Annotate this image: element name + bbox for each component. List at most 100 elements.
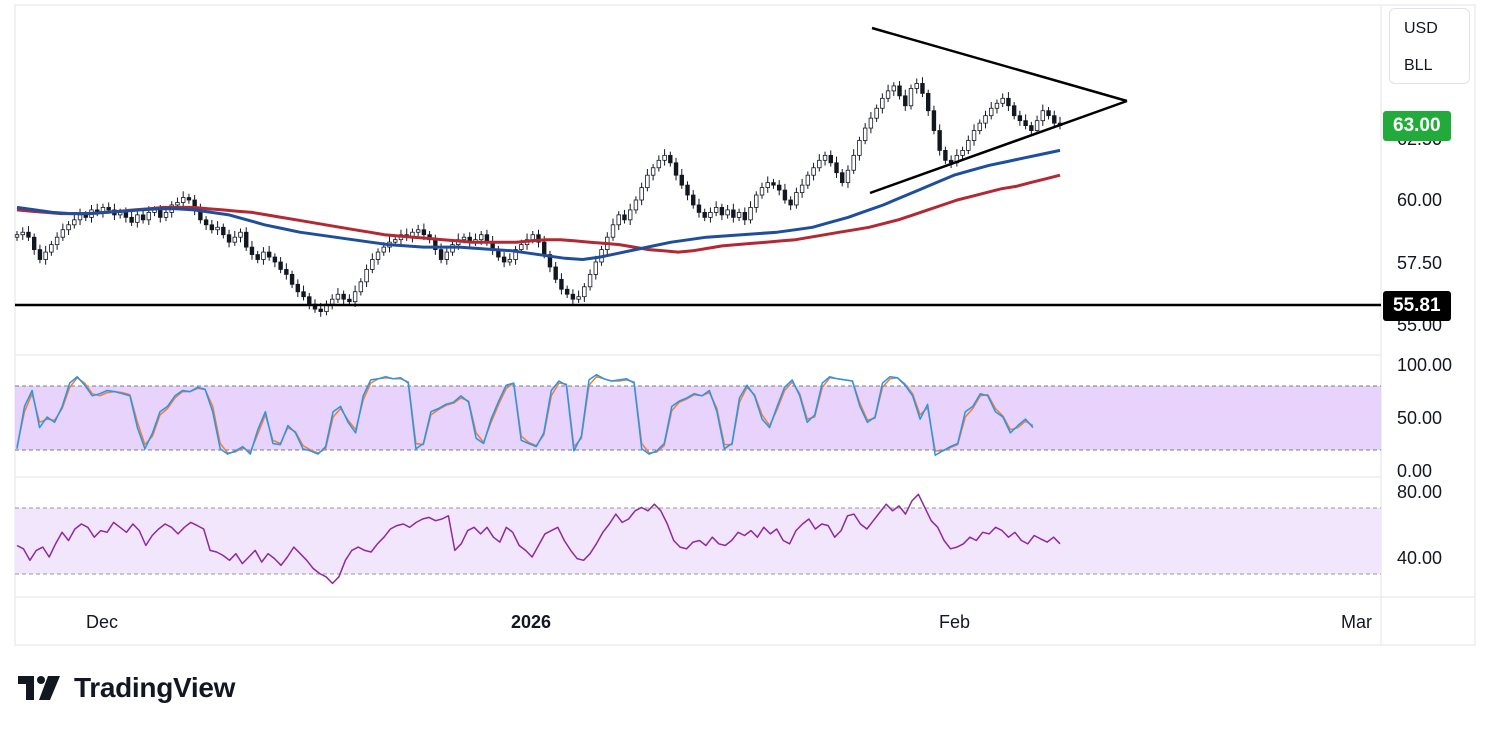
candle-body — [1023, 120, 1028, 126]
candle-body — [880, 97, 885, 109]
candle-body — [352, 291, 358, 303]
candle-body — [840, 172, 845, 184]
triangle-lower-line — [869, 99, 1128, 195]
candle-body — [364, 269, 369, 283]
candle-body — [799, 184, 805, 193]
candle-body — [685, 184, 690, 196]
candle-body — [650, 167, 656, 176]
candle-body — [318, 308, 323, 312]
candle-body — [375, 251, 381, 260]
candle-body — [542, 241, 547, 255]
candle-body — [146, 211, 152, 221]
symbol-badge[interactable]: USD BLL — [1389, 8, 1470, 84]
candle-body — [129, 216, 134, 223]
candle-body — [828, 154, 833, 164]
tradingview-logo-icon — [18, 676, 60, 700]
candle-body — [622, 214, 627, 221]
candle-body — [421, 229, 427, 236]
candle-body — [519, 244, 524, 250]
candle-body — [971, 130, 977, 141]
candle-body — [1046, 110, 1051, 117]
candle-body — [903, 95, 908, 107]
candle-body — [341, 293, 346, 300]
candle-body — [180, 197, 186, 203]
candle-body — [691, 194, 696, 206]
moving-average-red — [16, 173, 1061, 254]
candle-body — [203, 219, 209, 226]
brand-name: TradingView — [74, 672, 236, 703]
candle-body — [381, 246, 386, 253]
candle-body — [335, 293, 341, 300]
candle-body — [415, 229, 421, 233]
candle-body — [1029, 125, 1034, 131]
candle-body — [713, 207, 719, 213]
candle-body — [748, 207, 753, 221]
candle-body — [788, 199, 793, 206]
candle-body — [513, 249, 518, 260]
candle-body — [266, 251, 272, 258]
candle-body — [1011, 105, 1017, 117]
triangle-upper-line — [871, 26, 1128, 103]
candle-body — [897, 85, 902, 97]
candle-body — [925, 92, 931, 112]
candle-body — [805, 174, 811, 186]
last-price-tag: 63.00 — [1383, 111, 1451, 141]
candle-body — [14, 234, 20, 238]
candle-body — [559, 278, 564, 290]
rsi-tick-label: 40.00 — [1397, 548, 1442, 568]
candle-body — [582, 286, 587, 298]
candle-body — [26, 231, 31, 238]
candle-body — [891, 85, 897, 92]
candle-body — [645, 174, 650, 188]
rsi-layer — [16, 493, 1061, 585]
candle-body — [284, 269, 289, 275]
candle-body — [662, 154, 667, 161]
candle-body — [221, 226, 226, 236]
candle-body — [501, 256, 507, 263]
candle-body — [135, 214, 140, 223]
candle-body — [347, 298, 352, 303]
candle-body — [123, 211, 129, 218]
candle-body — [393, 239, 398, 243]
candle-body — [874, 107, 879, 119]
candle-body — [536, 234, 541, 243]
candle-body — [307, 296, 312, 305]
candle-body — [725, 209, 730, 216]
candle-body — [564, 288, 570, 295]
candle-body — [817, 159, 822, 169]
stoch-k-line — [16, 373, 1034, 456]
candle-body — [576, 296, 581, 300]
candle-body — [295, 283, 301, 293]
price-tick-label: 57.50 — [1397, 253, 1442, 273]
candle-body — [249, 246, 255, 255]
candle-body — [530, 234, 535, 241]
candle-body — [989, 107, 994, 117]
candle-body — [370, 259, 375, 270]
candle-body — [66, 224, 71, 231]
candle-body — [702, 211, 707, 218]
candle-body — [633, 199, 639, 211]
candle-body — [937, 130, 942, 151]
candle-body — [966, 140, 971, 151]
candle-body — [20, 231, 25, 236]
candle-body — [461, 236, 467, 241]
candle-body — [278, 261, 283, 270]
candle-body — [547, 254, 553, 268]
candle-body — [593, 261, 599, 275]
candle-body — [175, 202, 180, 206]
stoch-tick-label: 0.00 — [1397, 461, 1432, 481]
time-tick-label: Feb — [939, 612, 970, 632]
candle-body — [1006, 97, 1011, 107]
candle-body — [301, 291, 306, 298]
candle-body — [158, 209, 163, 218]
candle-body — [931, 110, 937, 131]
candle-body — [736, 211, 742, 218]
candle-body — [731, 209, 736, 218]
candle-body — [43, 251, 48, 260]
stoch-layer — [16, 373, 1034, 456]
candle-body — [72, 219, 77, 226]
candle-body — [329, 298, 335, 305]
tradingview-brand[interactable]: TradingView — [18, 672, 235, 704]
candle-body — [719, 207, 725, 216]
